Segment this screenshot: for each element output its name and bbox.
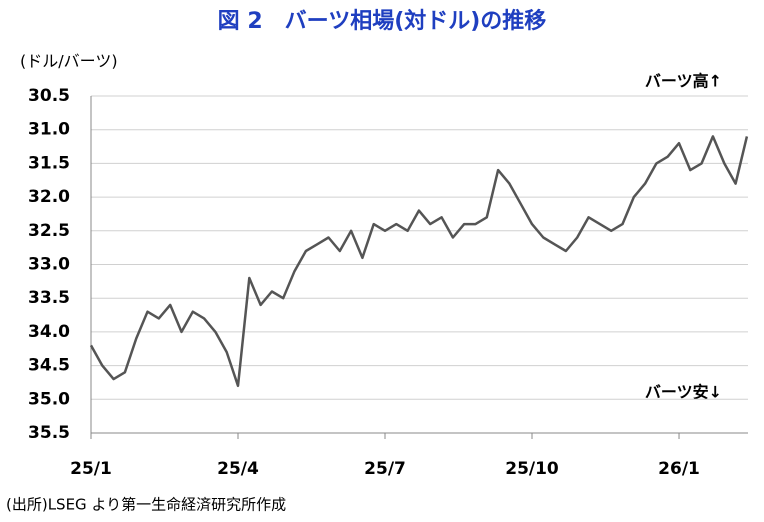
chart-title: 図 2 バーツ相場(対ドル)の推移 bbox=[218, 8, 547, 34]
y-tick-label: 33.5 bbox=[28, 288, 70, 308]
y-tick-label: 35.0 bbox=[28, 389, 70, 409]
y-tick-label: 34.5 bbox=[28, 356, 70, 376]
annotation: バーツ高↑ bbox=[645, 72, 722, 91]
x-tick-label: 26/1 bbox=[658, 459, 700, 479]
y-tick-label: 30.5 bbox=[28, 86, 70, 106]
x-tick-label: 25/7 bbox=[364, 459, 406, 479]
x-tick-label: 25/10 bbox=[505, 459, 559, 479]
y-tick-label: 32.0 bbox=[28, 187, 70, 207]
x-tick-label: 25/4 bbox=[217, 459, 259, 479]
y-tick-label: 31.5 bbox=[28, 153, 70, 173]
annotation: バーツ安↓ bbox=[645, 383, 722, 402]
y-tick-label: 31.0 bbox=[28, 120, 70, 140]
y-tick-label: 32.5 bbox=[28, 221, 70, 241]
x-tick-label: 25/1 bbox=[70, 459, 112, 479]
y-tick-label: 33.0 bbox=[28, 255, 70, 275]
data-line bbox=[89, 135, 749, 388]
y-tick-label: 34.0 bbox=[28, 322, 70, 342]
y-axis-label: (ドル/バーツ) bbox=[20, 52, 118, 71]
source-note: (出所)LSEG より第一生命経済研究所作成 bbox=[6, 496, 286, 514]
y-tick-label: 35.5 bbox=[28, 423, 70, 443]
